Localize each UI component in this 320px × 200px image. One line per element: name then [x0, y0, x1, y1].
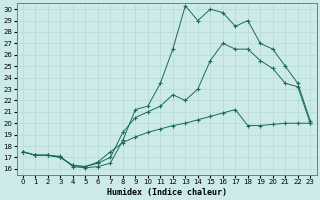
X-axis label: Humidex (Indice chaleur): Humidex (Indice chaleur) — [107, 188, 227, 197]
